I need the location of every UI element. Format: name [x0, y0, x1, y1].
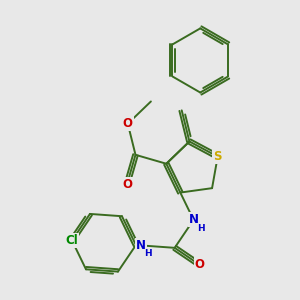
- Text: Cl: Cl: [66, 234, 78, 247]
- Text: N: N: [136, 239, 146, 252]
- Text: O: O: [195, 258, 205, 272]
- Text: O: O: [123, 117, 133, 130]
- Text: S: S: [213, 150, 222, 163]
- Text: O: O: [122, 178, 132, 190]
- Text: H: H: [197, 224, 205, 233]
- Text: N: N: [189, 213, 199, 226]
- Text: H: H: [145, 249, 152, 258]
